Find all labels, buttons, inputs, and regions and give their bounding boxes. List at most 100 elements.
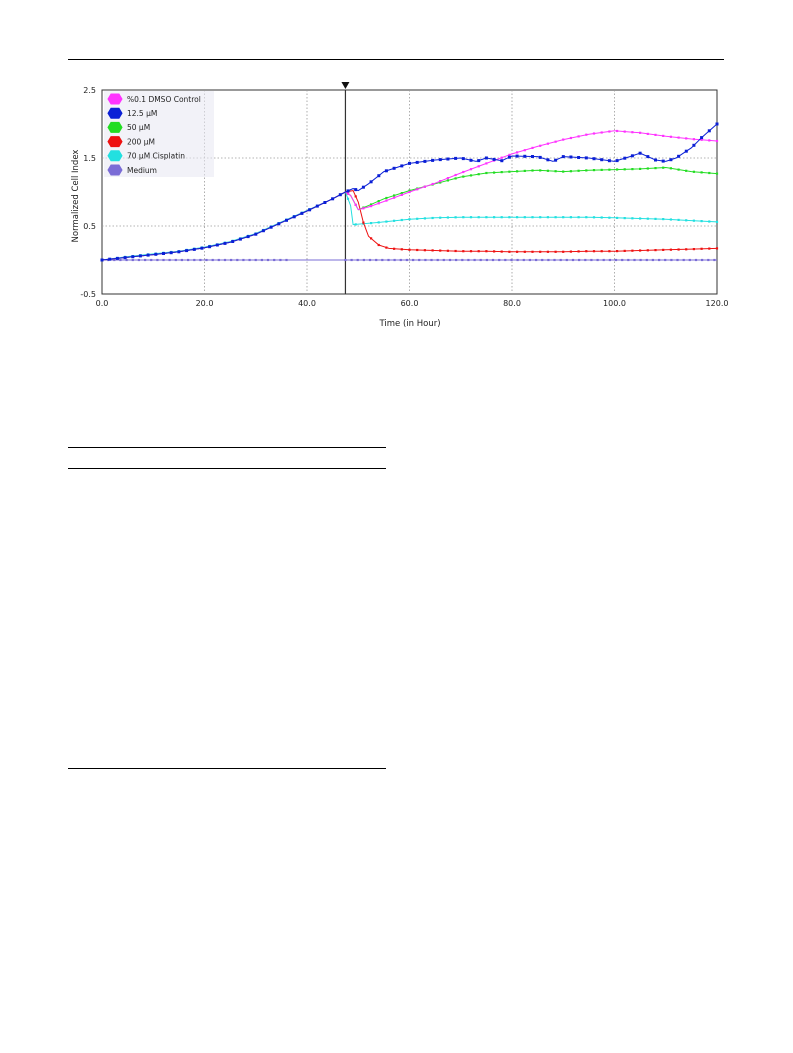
data-point: [630, 154, 634, 158]
data-point: [131, 258, 134, 262]
data-point: [115, 256, 119, 260]
data-point: [569, 155, 573, 159]
data-point: [369, 180, 373, 184]
data-point: [205, 258, 208, 262]
data-point: [370, 203, 373, 206]
data-point: [385, 196, 388, 200]
data-point: [384, 169, 388, 173]
data-point: [461, 258, 464, 262]
data-point: [431, 249, 434, 252]
data-point: [592, 132, 596, 135]
data-point: [562, 250, 565, 253]
data-point: [569, 216, 572, 219]
data-point: [346, 197, 350, 200]
data-point: [639, 131, 642, 134]
data-point: [150, 258, 153, 262]
page-header-rule: [68, 59, 724, 60]
data-point: [546, 216, 549, 219]
data-point: [385, 220, 388, 223]
data-point: [578, 258, 581, 262]
data-point: [431, 182, 434, 186]
data-point: [187, 258, 190, 262]
data-point: [408, 161, 411, 165]
y-tick-label: 0.5: [83, 222, 96, 231]
data-point: [500, 159, 504, 163]
data-point: [423, 217, 426, 220]
data-point: [438, 158, 442, 162]
data-point: [430, 258, 433, 262]
data-point: [412, 258, 415, 262]
data-point: [315, 204, 319, 208]
data-point: [639, 249, 642, 252]
data-point: [692, 138, 695, 141]
data-point: [646, 132, 649, 135]
data-point: [608, 216, 611, 219]
data-point: [682, 258, 685, 262]
data-point: [277, 222, 281, 226]
data-point: [623, 156, 627, 160]
data-point: [169, 251, 173, 255]
data-point: [393, 196, 396, 199]
data-point: [669, 218, 672, 221]
data-point: [633, 258, 636, 262]
data-point: [658, 258, 661, 262]
data-point: [200, 246, 204, 250]
data-point: [646, 249, 649, 252]
data-point: [600, 250, 603, 253]
data-point: [614, 258, 618, 262]
data-point: [559, 258, 562, 262]
data-point: [455, 258, 458, 262]
data-point: [469, 168, 473, 171]
data-point: [654, 167, 657, 170]
data-point: [467, 258, 470, 262]
data-point: [230, 258, 233, 262]
data-point: [516, 258, 519, 262]
data-point: [623, 249, 626, 252]
data-point: [554, 250, 557, 253]
data-point: [477, 159, 481, 163]
data-point: [236, 258, 239, 262]
legend-item: 12.5 µM: [107, 107, 157, 119]
data-point: [531, 155, 534, 158]
legend-background: [104, 91, 214, 177]
data-point: [600, 131, 603, 134]
data-point: [300, 211, 304, 215]
data-point: [168, 258, 171, 262]
data-point: [431, 158, 435, 162]
data-point: [531, 169, 534, 172]
data-point: [137, 258, 140, 262]
data-point: [362, 258, 365, 262]
data-point: [185, 249, 189, 253]
data-point: [584, 156, 588, 160]
data-point: [439, 216, 442, 219]
data-point: [279, 258, 282, 262]
data-point: [381, 258, 384, 262]
data-point: [498, 258, 501, 262]
data-point: [669, 248, 672, 251]
data-point: [493, 216, 496, 219]
data-point: [708, 139, 711, 142]
data-point: [616, 216, 619, 219]
data-point: [616, 129, 619, 133]
data-point: [669, 135, 672, 138]
data-point: [569, 170, 572, 173]
data-point: [361, 185, 365, 189]
data-point: [362, 207, 365, 210]
data-point: [346, 189, 350, 193]
data-point: [370, 237, 373, 240]
data-point: [231, 240, 235, 243]
data-point: [685, 169, 688, 172]
data-point: [362, 221, 365, 224]
data-point: [523, 149, 526, 152]
data-point: [199, 258, 202, 262]
data-point: [677, 218, 680, 221]
data-point: [177, 250, 181, 254]
data-point: [592, 250, 596, 253]
x-tick-label: 40.0: [298, 299, 316, 308]
data-point: [354, 195, 357, 198]
data-point: [531, 250, 534, 253]
data-point: [400, 164, 404, 168]
data-point: [523, 169, 526, 172]
legend-item: 200 µM: [107, 136, 155, 148]
data-point: [405, 258, 408, 262]
